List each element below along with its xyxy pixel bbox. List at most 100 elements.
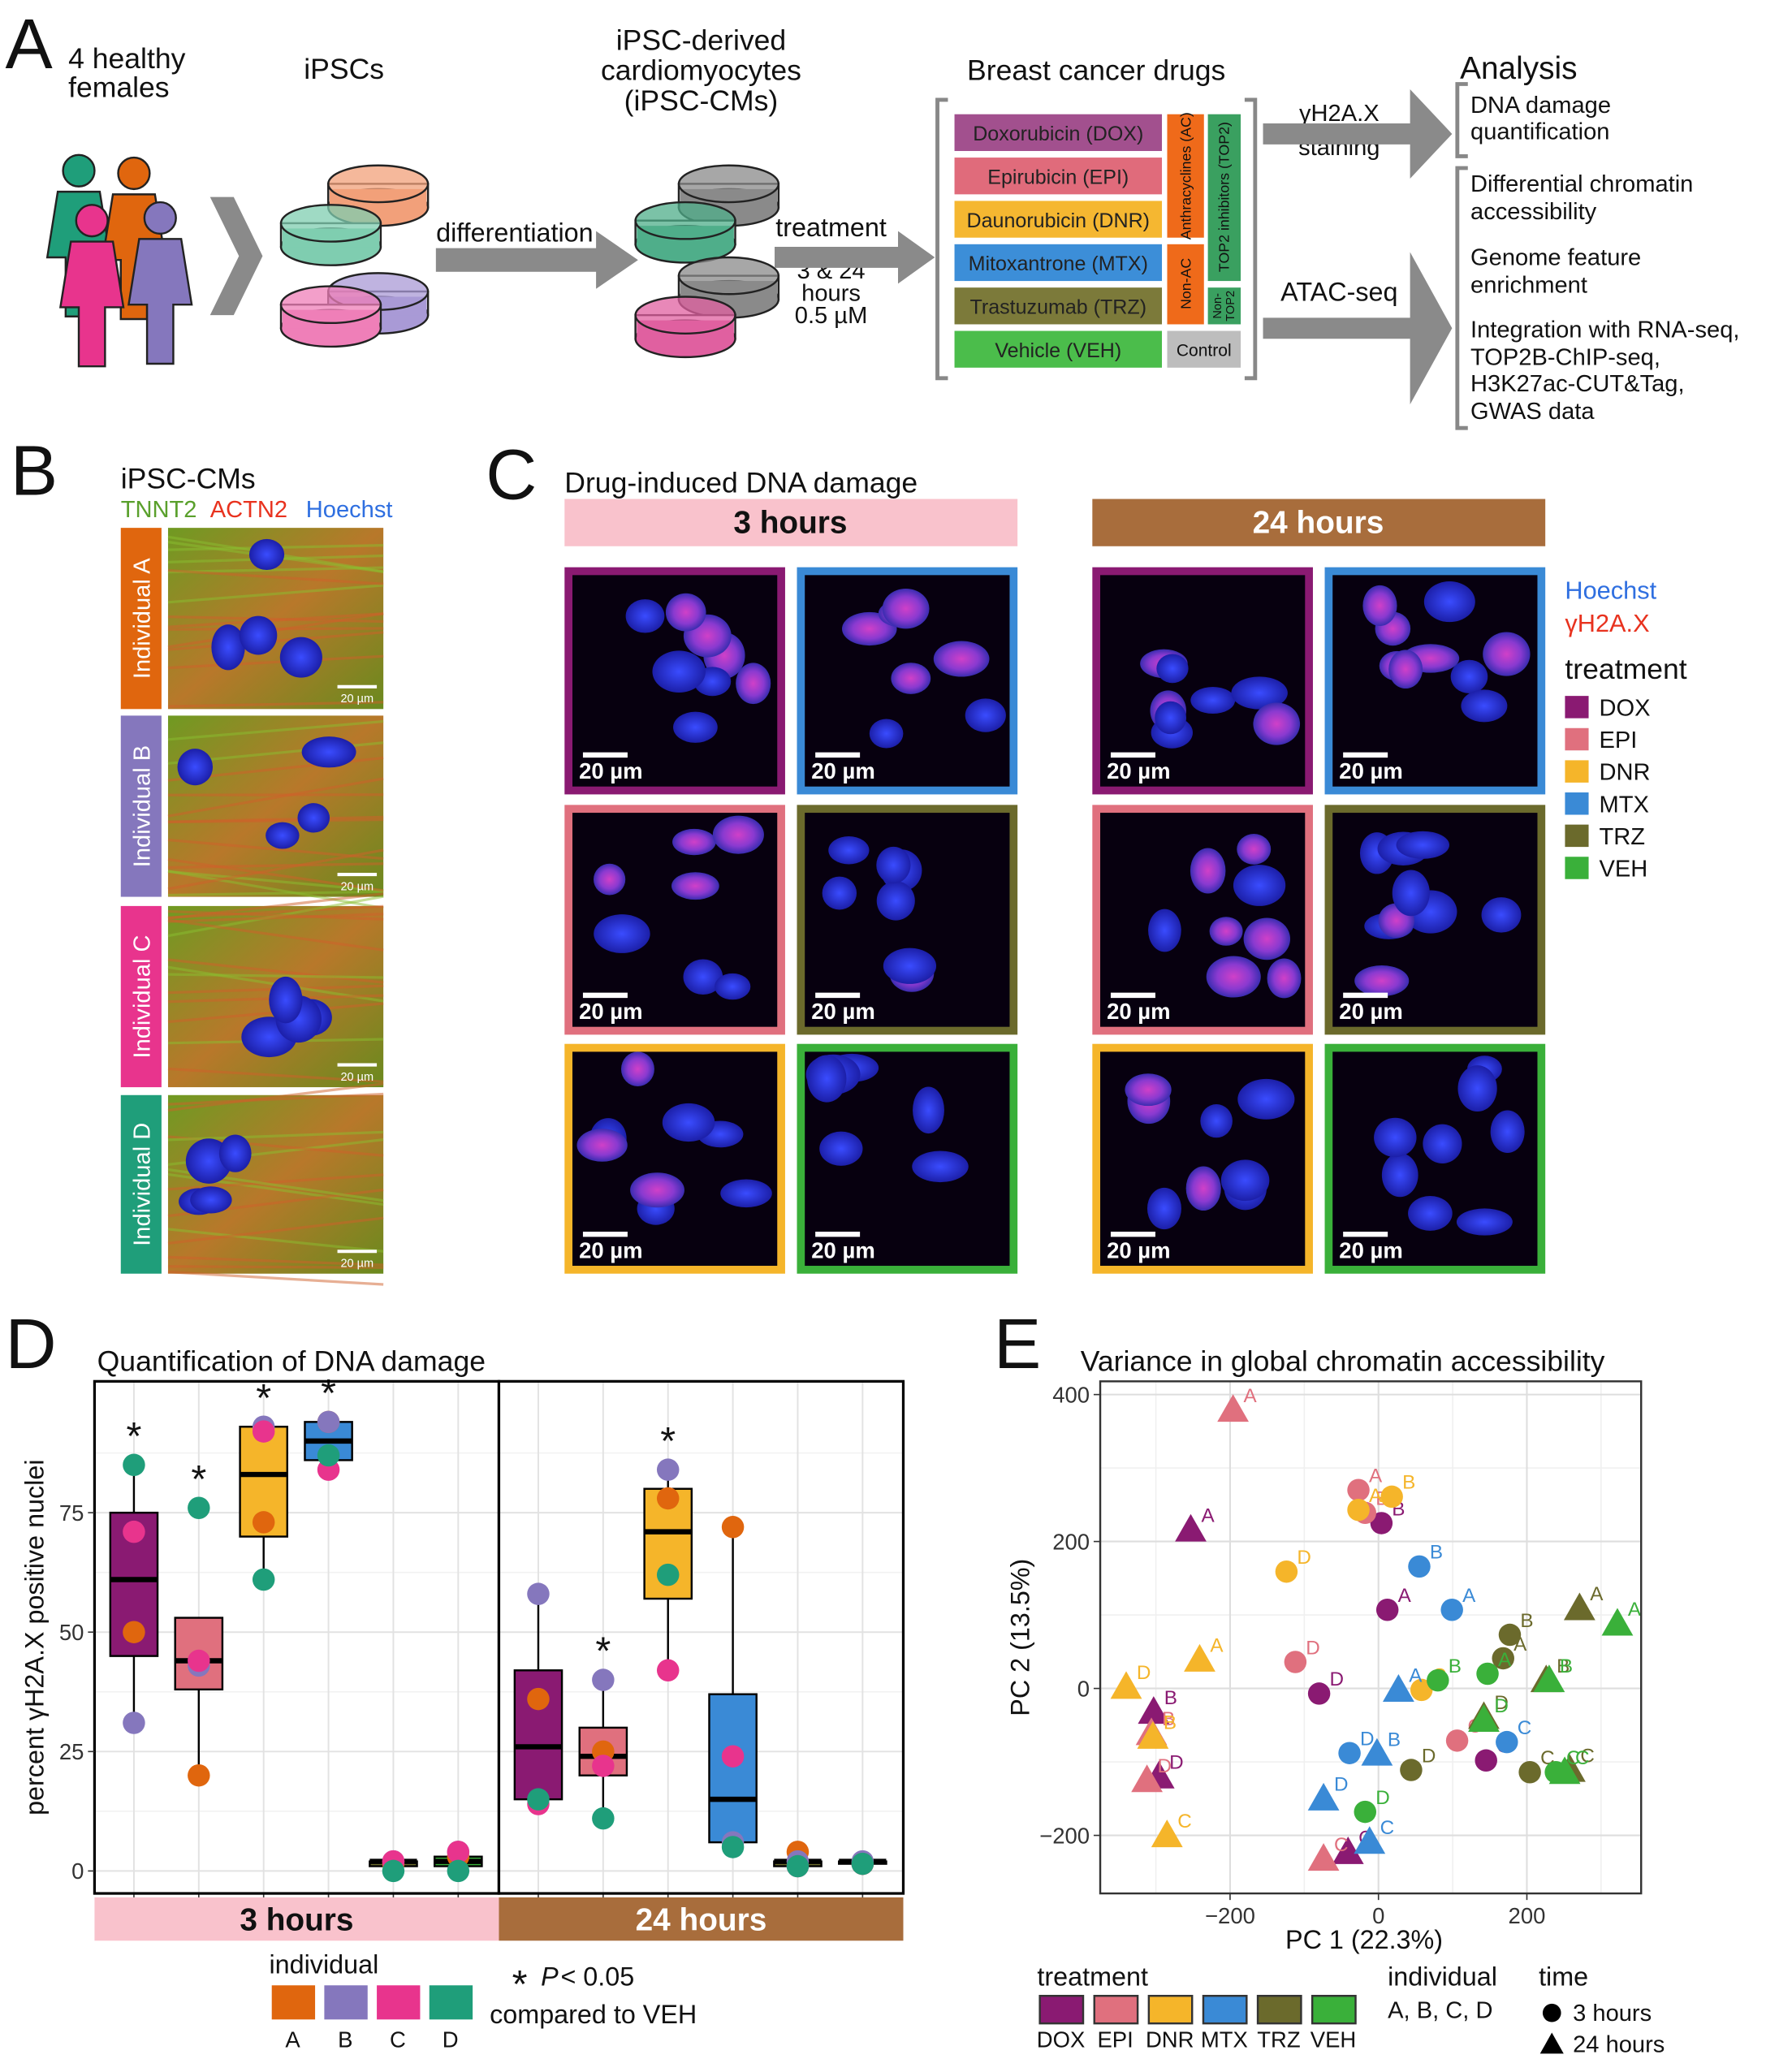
point-label: B bbox=[1520, 1610, 1533, 1632]
point bbox=[252, 1568, 275, 1591]
legend-label: EPI bbox=[1097, 2027, 1133, 2052]
legend-label: VEH bbox=[1311, 2027, 1357, 2052]
point bbox=[1427, 1668, 1449, 1692]
legend-swatch bbox=[1093, 1994, 1139, 2025]
point-label: B bbox=[1162, 1708, 1175, 1730]
point-label: B bbox=[1449, 1655, 1462, 1677]
bracket bbox=[1455, 166, 1468, 430]
legend-swatch bbox=[1565, 760, 1589, 783]
nucleus bbox=[736, 663, 771, 705]
stain-label: Hoechst bbox=[1565, 576, 1656, 604]
point-label: B bbox=[1430, 1542, 1443, 1564]
nucleus bbox=[828, 836, 870, 865]
panel-letter: D bbox=[5, 1304, 56, 1383]
point bbox=[123, 1621, 145, 1643]
staining-text: γH2A.X bbox=[1299, 101, 1380, 127]
individual-box bbox=[120, 1094, 162, 1274]
cms-text: iPSC-derived bbox=[616, 24, 786, 56]
fiber bbox=[167, 973, 384, 979]
significance-star: * bbox=[126, 1414, 141, 1458]
nucleus bbox=[673, 711, 718, 743]
analysis-item: Integration with RNA-seq, bbox=[1470, 317, 1739, 343]
nucleus bbox=[1267, 958, 1302, 999]
treatment-text: 0.5 µM bbox=[795, 303, 868, 329]
nucleus bbox=[1354, 965, 1410, 997]
arrow bbox=[775, 231, 935, 284]
point bbox=[447, 1859, 470, 1883]
legend-label: DNR bbox=[1146, 2027, 1194, 2052]
legend-swatch bbox=[1147, 1994, 1194, 2025]
point-label: B bbox=[1164, 1712, 1177, 1734]
point bbox=[1175, 1513, 1207, 1542]
drug-box bbox=[954, 330, 1163, 368]
person-head bbox=[117, 156, 151, 191]
nucleus bbox=[1362, 585, 1397, 627]
point bbox=[1138, 1696, 1170, 1725]
point-label: D bbox=[1137, 1662, 1151, 1684]
point-label: D bbox=[1297, 1547, 1311, 1569]
drug-name: Mitoxantrone (MTX) bbox=[969, 253, 1148, 275]
x-tick-label: 200 bbox=[1509, 1903, 1546, 1928]
dish-top bbox=[279, 204, 382, 243]
y-axis-label: PC 2 (13.5%) bbox=[1006, 1559, 1035, 1716]
class-label: TOP2 inhibitors (TOP2) bbox=[1216, 122, 1232, 272]
fiber bbox=[167, 862, 384, 870]
point-label: D bbox=[1169, 1751, 1184, 1773]
legend-label: B bbox=[338, 2027, 352, 2052]
class-box bbox=[1167, 330, 1241, 368]
scale-label: 20 µm bbox=[1107, 1237, 1170, 1263]
point bbox=[721, 1836, 745, 1858]
arrow bbox=[1263, 252, 1453, 405]
class-box bbox=[1167, 244, 1204, 325]
legend-title: individual bbox=[1388, 1962, 1497, 1991]
fiber bbox=[167, 612, 384, 628]
point-label: A bbox=[1628, 1599, 1642, 1621]
point-label: A bbox=[1398, 1585, 1412, 1607]
significance-star: * bbox=[256, 1376, 271, 1420]
panel-letter: B bbox=[11, 431, 58, 511]
fiber bbox=[167, 918, 384, 952]
x-tick-label: −200 bbox=[1205, 1903, 1255, 1928]
nucleus bbox=[822, 876, 857, 910]
point bbox=[1307, 1782, 1340, 1811]
point bbox=[1347, 1478, 1370, 1502]
y-axis-label: percent γH2A.X positive nuclei bbox=[19, 1459, 49, 1815]
drug-box bbox=[954, 158, 1163, 195]
point-label: D bbox=[1494, 1695, 1509, 1717]
facet-label: 3 hours bbox=[240, 1902, 353, 1937]
dish-top bbox=[677, 164, 780, 204]
legend-swatch bbox=[1256, 1994, 1302, 2025]
legend-label: MTX bbox=[1599, 792, 1648, 818]
class-box bbox=[1167, 114, 1204, 238]
fiber bbox=[167, 1130, 384, 1142]
facet-strip bbox=[94, 1897, 499, 1941]
legend-swatch bbox=[1565, 792, 1589, 815]
scale-label: 20 µm bbox=[1339, 999, 1402, 1024]
dish-top bbox=[327, 164, 430, 204]
scale-label: 20 µm bbox=[811, 999, 874, 1024]
analysis-item: GWAS data bbox=[1470, 399, 1595, 425]
person-head bbox=[75, 204, 109, 238]
legend-label: DOX bbox=[1599, 695, 1650, 721]
point bbox=[656, 1563, 680, 1586]
point-label: D bbox=[1330, 1668, 1345, 1690]
scale-label: 20 µm bbox=[579, 1237, 642, 1263]
nucleus bbox=[1490, 1110, 1525, 1154]
plot-frame bbox=[1099, 1380, 1643, 1895]
point-label: A bbox=[1498, 1649, 1512, 1671]
scale-label: 20 µm bbox=[340, 880, 374, 893]
note-text: compared to VEH bbox=[490, 2000, 697, 2029]
nucleus bbox=[882, 588, 930, 629]
nucleus bbox=[1200, 1104, 1233, 1138]
class-label: Control bbox=[1177, 341, 1232, 360]
nucleus bbox=[218, 1134, 252, 1172]
nucleus bbox=[190, 1186, 232, 1214]
nucleus bbox=[1231, 676, 1288, 710]
scale-label: 20 µm bbox=[1339, 1237, 1402, 1263]
nucleus bbox=[1423, 1124, 1462, 1163]
fiber bbox=[167, 1271, 384, 1286]
y-tick-label: −200 bbox=[1039, 1823, 1090, 1848]
nucleus bbox=[625, 599, 665, 633]
legend-label: D bbox=[443, 2027, 459, 2052]
nucleus bbox=[671, 872, 719, 900]
